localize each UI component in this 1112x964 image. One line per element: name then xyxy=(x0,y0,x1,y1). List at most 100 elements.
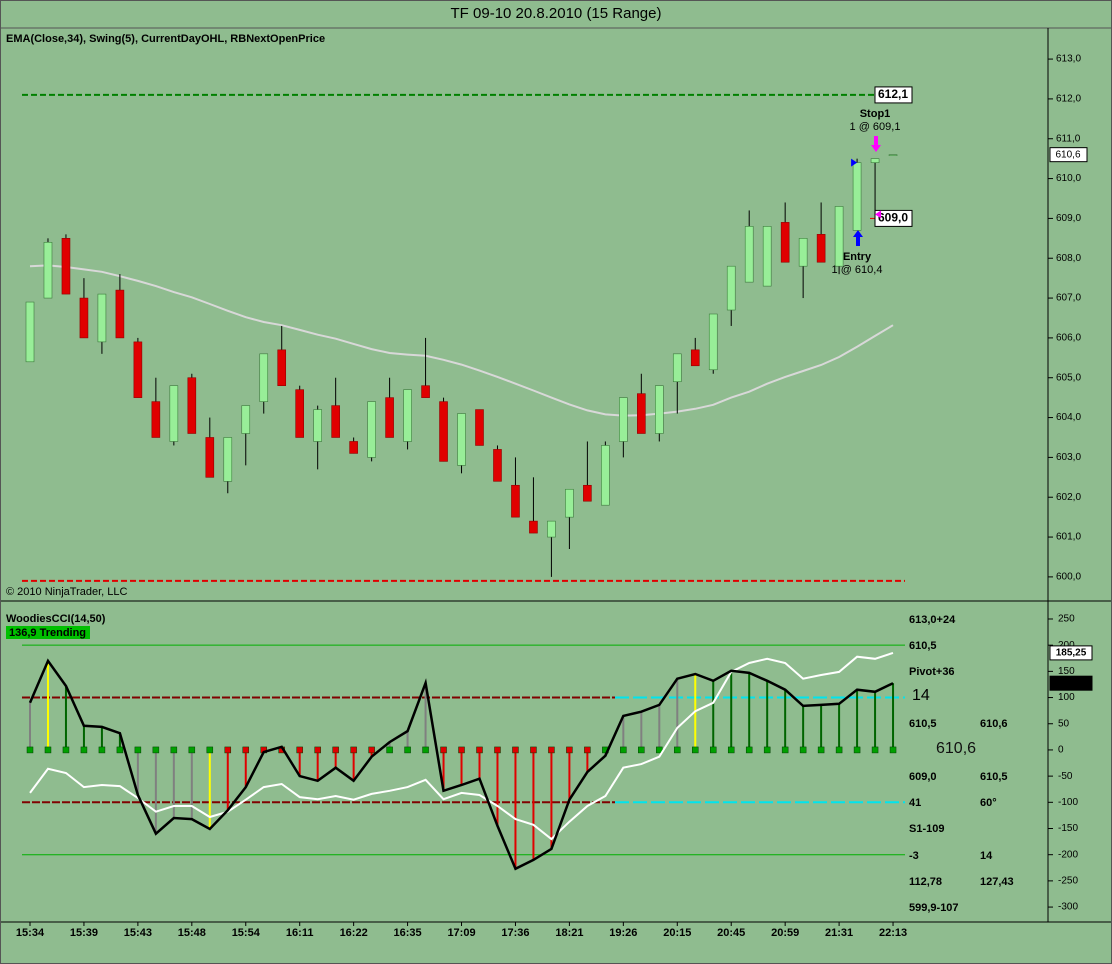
x-tick-label: 16:35 xyxy=(394,927,422,939)
candle-body xyxy=(25,301,35,363)
y-tick-label: 100 xyxy=(1058,692,1075,703)
x-tick-label: 15:54 xyxy=(232,927,261,939)
candle-body xyxy=(205,437,215,478)
candle-body xyxy=(852,162,862,231)
info-text: S1-109 xyxy=(909,823,944,835)
candle-body xyxy=(331,405,340,438)
trend-badge xyxy=(6,626,90,639)
candle-body xyxy=(870,158,880,163)
x-tick-label: 15:43 xyxy=(124,927,152,939)
y-tick-label: 603,0 xyxy=(1056,452,1081,463)
zero-marker xyxy=(314,746,321,754)
cci-line xyxy=(28,658,894,871)
candle-body xyxy=(403,389,412,442)
candle-body xyxy=(690,349,700,367)
x-tick-label: 15:39 xyxy=(70,927,98,939)
candle-body xyxy=(439,401,448,462)
zero-marker xyxy=(332,746,339,754)
zero-marker xyxy=(296,746,303,754)
entry-arrow xyxy=(853,230,863,246)
zero-marker xyxy=(889,746,897,754)
x-tick-label: 18:21 xyxy=(555,927,583,939)
y-tick-label: -200 xyxy=(1058,849,1078,860)
zero-marker xyxy=(512,746,519,754)
zero-marker xyxy=(206,746,214,754)
zero-marker xyxy=(224,746,232,754)
zero-marker xyxy=(871,746,879,754)
zero-marker xyxy=(781,746,789,754)
y-tick-label: -50 xyxy=(1058,771,1073,782)
zero-marker xyxy=(584,746,591,754)
candle-body xyxy=(834,206,844,267)
candle-body xyxy=(780,222,790,263)
candle-body xyxy=(133,341,143,398)
y-tick-label: 200 xyxy=(1058,640,1075,651)
candle-body xyxy=(511,484,520,518)
ema-line xyxy=(29,264,894,417)
y-tick-label: 604,0 xyxy=(1056,412,1081,423)
cci-line xyxy=(29,651,894,841)
zero-marker xyxy=(692,746,699,754)
candle-body xyxy=(529,520,538,534)
stop-arrow xyxy=(871,136,881,152)
zero-marker xyxy=(26,746,34,754)
x-tick-label: 19:26 xyxy=(609,927,637,939)
candle-body xyxy=(385,397,394,438)
x-tick-label: 20:45 xyxy=(717,927,745,939)
zero-marker xyxy=(799,746,807,754)
candle-body xyxy=(277,349,287,386)
x-tick-label: 15:34 xyxy=(16,927,45,939)
info-text: 610,5 xyxy=(909,640,937,652)
y-tick-label: 610,0 xyxy=(1056,173,1081,184)
y-tick-label: -150 xyxy=(1058,823,1078,834)
candle-body xyxy=(619,397,628,442)
y-tick-label: 608,0 xyxy=(1056,253,1081,264)
zero-marker xyxy=(745,746,753,754)
y-tick-label: 611,0 xyxy=(1056,133,1081,144)
candle-body xyxy=(583,484,592,502)
last-price-label: 610,6 xyxy=(1055,149,1080,160)
zero-marker xyxy=(80,746,88,754)
x-tick-label: 16:11 xyxy=(286,927,314,939)
value-marker-box xyxy=(1049,645,1093,661)
y-tick-label: 0 xyxy=(1058,745,1064,756)
candle-body xyxy=(654,385,664,434)
candle-body xyxy=(151,401,161,438)
candle-body xyxy=(565,488,574,518)
value-marker-label: 185,25 xyxy=(1056,648,1087,659)
last-price-box xyxy=(1049,147,1088,163)
zero-marker xyxy=(727,746,735,754)
zero-marker xyxy=(458,746,465,754)
x-tick-label: 17:09 xyxy=(447,927,475,939)
y-tick-label: -100 xyxy=(1058,797,1078,808)
info-text: 613,0+24 xyxy=(909,614,956,626)
zero-marker xyxy=(350,746,357,754)
level-label: 612,1 xyxy=(878,87,908,101)
x-tick-label: 15:48 xyxy=(178,927,206,939)
candle-body xyxy=(313,409,322,442)
info-text: 14 xyxy=(912,687,930,704)
execution-name: Entry xyxy=(843,251,872,263)
candle-body xyxy=(421,385,430,398)
info-text: 609,0 xyxy=(909,771,937,783)
zero-marker xyxy=(242,746,250,754)
info-text: 610,5 xyxy=(980,771,1008,783)
cci-title: WoodiesCCI(14,50) xyxy=(6,613,106,625)
zero-marker xyxy=(656,746,663,754)
zero-marker xyxy=(709,746,717,754)
zero-marker xyxy=(835,746,843,754)
candle-body xyxy=(169,385,179,442)
y-tick-label: 50 xyxy=(1058,718,1070,729)
x-tick-label: 22:13 xyxy=(879,927,907,939)
y-tick-label: 150 xyxy=(1058,666,1075,677)
candle-body xyxy=(672,353,682,383)
candle-body xyxy=(816,234,826,263)
zero-marker xyxy=(440,746,447,754)
trend-label: 136,9 Trending xyxy=(9,627,86,639)
zero-marker xyxy=(134,746,142,754)
indicator-label: EMA(Close,34), Swing(5), CurrentDayOHL, … xyxy=(6,33,325,45)
candle-body xyxy=(601,445,610,506)
copyright: © 2010 NinjaTrader, LLC xyxy=(6,586,127,598)
info-text: 610,5 xyxy=(909,718,937,730)
